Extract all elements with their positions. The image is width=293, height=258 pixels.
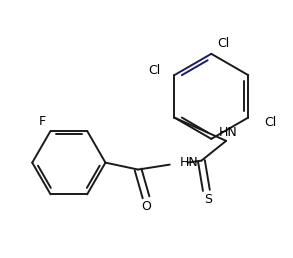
Text: Cl: Cl	[264, 116, 276, 129]
Text: HN: HN	[180, 156, 198, 169]
Text: Cl: Cl	[217, 37, 229, 50]
Text: S: S	[204, 193, 212, 206]
Text: F: F	[39, 115, 46, 127]
Text: Cl: Cl	[149, 64, 161, 77]
Text: O: O	[141, 200, 151, 213]
Text: HN: HN	[219, 126, 238, 140]
